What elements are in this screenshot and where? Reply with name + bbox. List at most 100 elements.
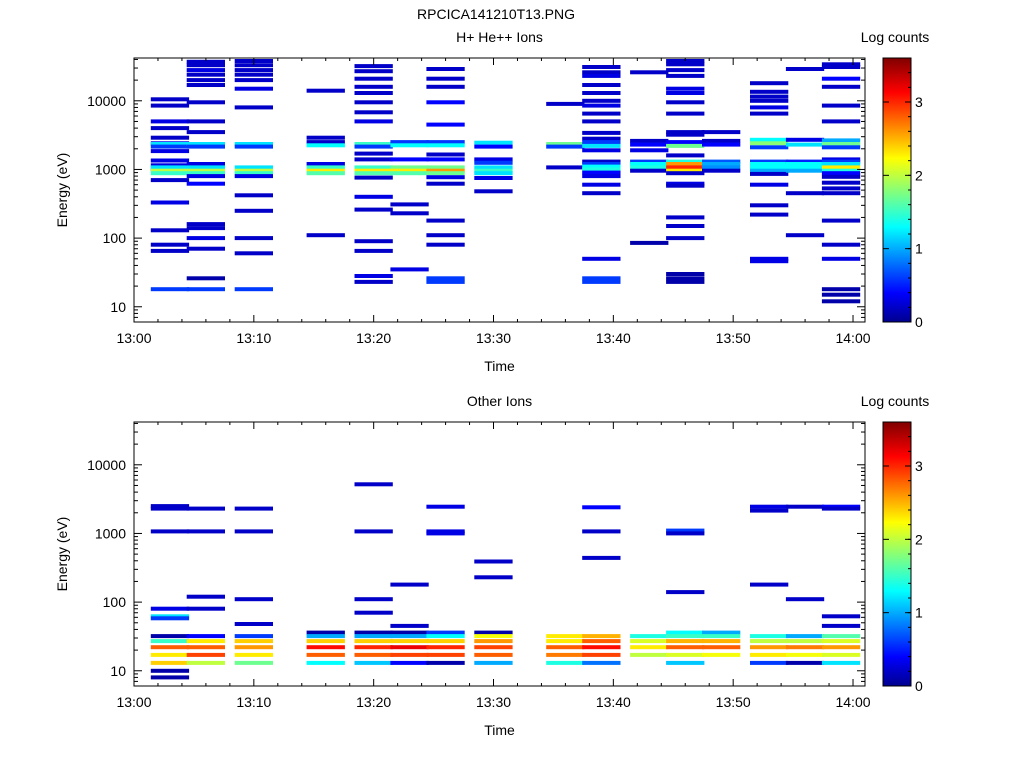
heatmap-cell	[821, 84, 861, 89]
heatmap-cell	[666, 165, 705, 170]
heatmap-cell	[474, 171, 513, 176]
heatmap-cell	[474, 144, 513, 149]
heatmap-cell	[234, 142, 273, 146]
heatmap-cell	[785, 159, 825, 164]
heatmap-cell	[354, 69, 393, 74]
heatmap-cell	[354, 482, 393, 487]
colorbar-tick-label: 3	[915, 458, 923, 474]
heatmap-cell	[474, 630, 513, 635]
heatmap-cell	[546, 144, 585, 149]
heatmap-cell	[821, 218, 861, 223]
heatmap-cell	[750, 111, 789, 116]
heatmap-cell	[234, 105, 273, 110]
heatmap-cell	[750, 137, 789, 142]
heatmap-cell	[354, 207, 393, 212]
heatmap-cell	[150, 142, 190, 146]
heatmap-cell	[546, 639, 585, 644]
heatmap-cell	[821, 639, 861, 644]
heatmap-cell	[474, 140, 513, 145]
heatmap-cell	[390, 140, 429, 145]
heatmap-cell	[390, 168, 429, 173]
x-axis-label: Time	[484, 358, 515, 374]
heatmap-cell	[750, 182, 789, 187]
heatmap-cell	[582, 98, 621, 103]
heatmap-cell	[150, 171, 190, 176]
heatmap-cell	[582, 111, 621, 116]
heatmap-cell	[582, 634, 621, 639]
heatmap-cell	[821, 652, 861, 657]
heatmap-cell	[186, 634, 225, 639]
heatmap-cell	[750, 89, 789, 94]
heatmap-cell	[474, 660, 513, 665]
heatmap-cell	[785, 142, 825, 147]
heatmap-cell	[234, 63, 273, 68]
heatmap-cell	[666, 62, 705, 67]
heatmap-cell	[390, 582, 429, 587]
heatmap-cell	[150, 228, 190, 233]
heatmap-cell	[630, 165, 669, 170]
heatmap-cell	[582, 645, 621, 650]
heatmap-cell	[390, 639, 429, 644]
heatmap-cell	[785, 660, 825, 665]
figure-title: RPCICA141210T13.PNG	[417, 6, 575, 22]
heatmap-cell	[186, 236, 225, 241]
heatmap-cell	[750, 171, 789, 176]
heatmap-cell	[150, 652, 190, 657]
heatmap-cell	[546, 645, 585, 650]
heatmap-cell	[821, 292, 861, 297]
heatmap-cell	[702, 645, 741, 650]
heatmap-cell	[821, 119, 861, 124]
heatmap-cell	[354, 279, 393, 284]
x-tick-label: 13:10	[236, 694, 271, 710]
heatmap-cell	[582, 73, 621, 78]
heatmap-cell	[702, 630, 741, 635]
heatmap-cell	[785, 597, 825, 602]
heatmap-cell	[306, 630, 345, 635]
y-tick-label: 100	[103, 594, 127, 610]
heatmap-cell	[474, 652, 513, 657]
heatmap-cell	[702, 162, 741, 166]
heatmap-cell	[750, 645, 789, 650]
heatmap-cell	[582, 256, 621, 261]
heatmap-cell	[702, 142, 741, 147]
heatmap-cell	[750, 652, 789, 657]
heatmap-cell	[234, 78, 273, 83]
heatmap-cell	[306, 652, 345, 657]
heatmap-cell	[785, 634, 825, 639]
heatmap-cell	[426, 181, 465, 186]
colorbar-tick-label: 0	[915, 678, 923, 694]
heatmap-cell	[234, 72, 273, 77]
heatmap-cell	[150, 634, 190, 639]
heatmap-cell	[150, 163, 190, 168]
heatmap-cell	[785, 67, 825, 71]
heatmap-cell	[474, 176, 513, 180]
heatmap-cell	[306, 639, 345, 644]
y-tick-label: 10	[110, 299, 126, 315]
y-tick-label: 1000	[95, 161, 126, 177]
heatmap-cell	[150, 660, 190, 665]
heatmap-cell	[666, 652, 705, 657]
heatmap-cell	[150, 248, 190, 253]
heatmap-cell	[306, 143, 345, 148]
heatmap-cell	[306, 171, 345, 176]
heatmap-cell	[630, 645, 669, 650]
heatmap-cell	[186, 162, 225, 166]
heatmap-cell	[426, 279, 465, 284]
heatmap-cell	[630, 240, 669, 245]
heatmap-cell	[821, 623, 861, 628]
heatmap-cell	[474, 639, 513, 644]
heatmap-cell	[390, 143, 429, 148]
heatmap-cell	[426, 634, 465, 639]
x-tick-label: 14:00	[835, 694, 870, 710]
heatmap-cell	[234, 645, 273, 650]
heatmap-cell	[821, 62, 861, 67]
heatmap-cell	[150, 645, 190, 650]
heatmap-cell	[426, 67, 465, 71]
heatmap-cell	[750, 145, 789, 150]
x-tick-label: 13:00	[116, 330, 151, 346]
y-tick-label: 10000	[87, 457, 126, 473]
heatmap-cell	[750, 504, 789, 509]
heatmap-cell	[234, 174, 273, 179]
heatmap-cell	[354, 76, 393, 81]
x-axis-label: Time	[484, 722, 515, 738]
